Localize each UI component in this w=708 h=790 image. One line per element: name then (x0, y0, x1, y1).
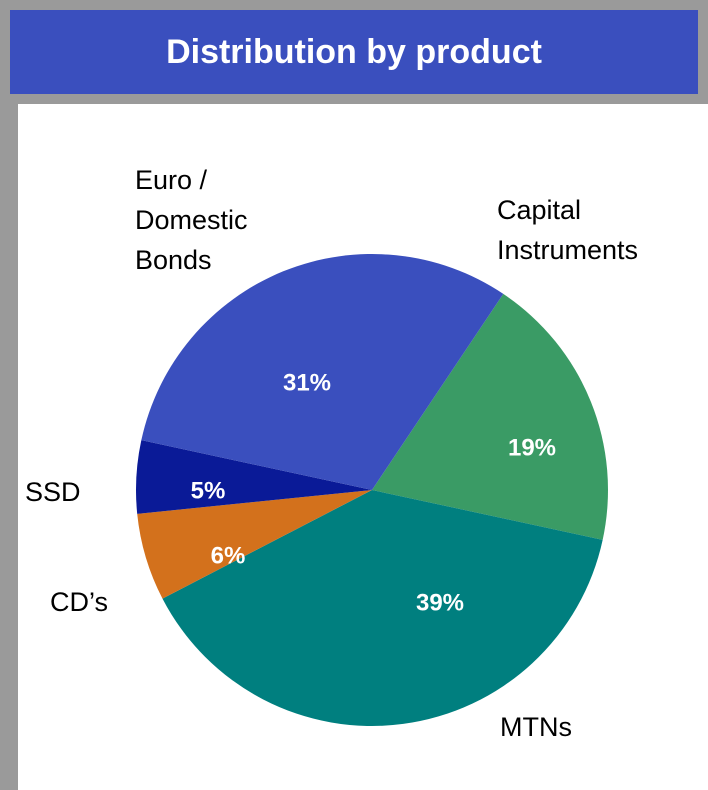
pie-slice (137, 490, 372, 599)
data-label: 19% (508, 434, 556, 461)
category-label: Euro / Domestic Bonds (135, 165, 248, 275)
pie-slice (372, 293, 609, 540)
pie-slice (141, 253, 504, 490)
pie-slice (162, 490, 603, 726)
data-label: 6% (211, 542, 246, 569)
data-label: 5% (191, 477, 226, 504)
chart-title: Distribution by product (10, 10, 698, 94)
pie-slice (136, 440, 372, 514)
category-label: SSD (25, 477, 81, 507)
data-label: 39% (416, 589, 464, 616)
category-label: Capital Instruments (497, 195, 639, 265)
category-label: CD’s (50, 587, 109, 617)
data-label: 31% (283, 369, 331, 396)
category-label: MTNs (500, 712, 572, 742)
